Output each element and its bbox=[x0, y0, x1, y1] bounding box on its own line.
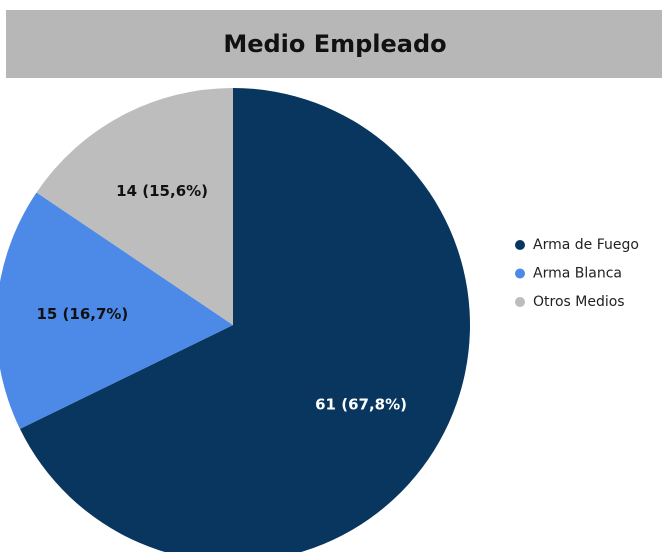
legend-swatch bbox=[515, 268, 525, 279]
pie-slice bbox=[19, 88, 470, 552]
slice-label: 15 (16,7%) bbox=[36, 305, 128, 323]
legend-swatch bbox=[515, 297, 525, 307]
pie-slice bbox=[0, 192, 233, 429]
chart-title: Medio Empleado bbox=[223, 30, 446, 58]
legend-swatch bbox=[515, 240, 525, 250]
title-bar bbox=[6, 10, 662, 78]
legend-label: Arma Blanca bbox=[533, 266, 622, 282]
legend-label: Arma de Fuego bbox=[533, 237, 639, 253]
slice-label: 61 (67,8%) bbox=[315, 396, 407, 414]
slice-label: 14 (15,6%) bbox=[116, 182, 208, 200]
legend-label: Otros Medios bbox=[533, 294, 625, 310]
pie-slice bbox=[36, 88, 233, 325]
